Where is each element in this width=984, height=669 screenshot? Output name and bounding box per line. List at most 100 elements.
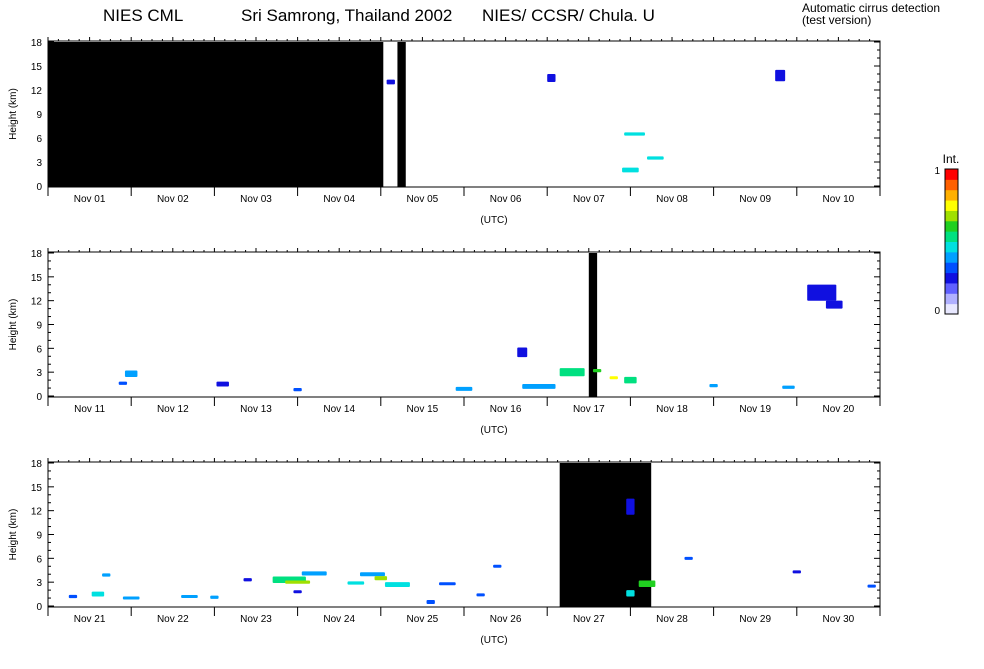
panel-3-signal-patch-12 (360, 572, 385, 577)
panel-2-ytick-label-0: 0 (36, 392, 42, 403)
panel-1-xtick-label-7: Nov 07 (573, 194, 605, 205)
header-institute: NIES CML (103, 6, 184, 25)
panel-3-signal-patch-3 (102, 573, 111, 577)
panel-1-signal-patch-2 (547, 73, 556, 83)
panel-2-signal-patch-12 (709, 384, 718, 388)
colorbar-segment-14 (945, 169, 958, 180)
colorbar-title: Int. (943, 152, 960, 166)
panel-2-ylabel: Height (km) (8, 299, 19, 351)
panel-3-xtick-label-3: Nov 23 (240, 614, 272, 625)
panel-2-no-data-block-1 (588, 253, 598, 397)
panel-3-signal-patch-6 (210, 595, 219, 599)
panel-3-ytick-label-18: 18 (31, 459, 43, 470)
panel-2-xtick-label-4: Nov 14 (323, 404, 355, 415)
detection-note-line1: Automatic cirrus detection (802, 1, 941, 15)
colorbar-segment-2 (945, 293, 958, 305)
panel-3-signal-patch-19 (476, 593, 485, 597)
panel-3-ytick-label-9: 9 (36, 531, 42, 542)
panel-3-signal-patch-17 (439, 582, 456, 586)
panel-1-signal-patch-4 (622, 167, 639, 173)
panel-3-signal-patch-9 (285, 580, 311, 584)
panel-2-signal-patch-6 (522, 384, 556, 389)
panel-1-xtick-label-4: Nov 04 (323, 194, 355, 205)
panel-2-signal-patch-8 (559, 368, 585, 377)
panel-2-xlabel: (UTC) (480, 425, 507, 436)
panel-2-signal-patch-15 (825, 300, 843, 309)
panel-1-xtick-label-8: Nov 08 (656, 194, 688, 205)
panel-2-ytick-label-9: 9 (36, 321, 42, 332)
panel-2-xtick-label-9: Nov 19 (739, 404, 771, 415)
panel-2-xtick-label-8: Nov 18 (656, 404, 688, 415)
panel-3-ytick-label-6: 6 (36, 554, 42, 565)
panel-3-signal-patch-2 (91, 591, 105, 597)
panel-2-ytick-label-18: 18 (31, 249, 43, 260)
panel-3-xtick-label-9: Nov 29 (739, 614, 771, 625)
panel-3-xtick-label-2: Nov 22 (157, 614, 189, 625)
colorbar-min-label: 0 (934, 306, 940, 317)
panel-3-xtick-label-1: Nov 21 (74, 614, 106, 625)
panel-1-ytick-label-0: 0 (36, 182, 42, 193)
panel-3-xtick-label-8: Nov 28 (656, 614, 688, 625)
panel-1-ytick-label-3: 3 (36, 158, 42, 169)
panel-3-signal-patch-24 (792, 570, 801, 574)
panel-1-no-data-block-1 (48, 42, 384, 187)
panel-2-signal-patch-5 (455, 386, 473, 391)
panel-3-signal-patch-10 (301, 571, 327, 576)
panel-2-signal-patch-11 (624, 376, 637, 384)
header-site-year: Sri Samrong, Thailand 2002 (241, 6, 453, 25)
panel-2-signal-patch-9 (592, 368, 602, 373)
panel-3-signal-patch-4 (122, 596, 140, 600)
panel-3-signal-patch-15 (293, 590, 302, 594)
panel-3-signal-patch-20 (626, 498, 635, 515)
panel-3-no-data-block-1 (559, 463, 652, 607)
panel-2-signal-patch-14 (807, 284, 837, 301)
colorbar-segment-9 (945, 220, 958, 232)
colorbar-frame (944, 168, 959, 315)
panel-2-xtick-label-2: Nov 12 (157, 404, 189, 415)
panel-1-xtick-label-2: Nov 02 (157, 194, 189, 205)
panel-3-xlabel: (UTC) (480, 635, 507, 646)
colorbar-segment-4 (945, 272, 958, 284)
panel-2-signal-patch-10 (609, 376, 618, 380)
panel-3-xtick-label-4: Nov 24 (323, 614, 355, 625)
detection-note: Automatic cirrus detection (test version… (802, 2, 940, 26)
colorbar-segment-10 (945, 210, 958, 222)
panel-2-ytick-label-6: 6 (36, 344, 42, 355)
panel-2-signal-patch-7 (517, 347, 528, 358)
panel-3-ytick-label-0: 0 (36, 602, 42, 613)
panel-2-xtick-label-6: Nov 16 (490, 404, 522, 415)
panel-1-signal-patch-6 (775, 69, 786, 82)
panel-1-signal-patch-5 (647, 156, 664, 160)
panel-2-signal-patch-13 (782, 385, 795, 389)
panel-3-xtick-label-6: Nov 26 (490, 614, 522, 625)
panel-3-signal-patch-25 (867, 584, 876, 588)
panel-1-xtick-label-1: Nov 01 (74, 194, 106, 205)
panel-3-signal-patch-14 (384, 582, 410, 587)
panel-3-signal-patch-11 (347, 581, 365, 585)
panel-3-ytick-label-15: 15 (31, 483, 43, 494)
panel-3-xtick-label-5: Nov 25 (407, 614, 439, 625)
panel-1-ytick-label-9: 9 (36, 110, 42, 121)
panel-3-signal-patch-21 (638, 580, 656, 587)
colorbar-segment-13 (945, 179, 958, 191)
panel-2-xtick-label-3: Nov 13 (240, 404, 272, 415)
detection-note-line2: (test version) (802, 13, 872, 27)
panel-3-ytick-label-12: 12 (31, 507, 43, 518)
panel-2-signal-patch-4 (293, 388, 302, 392)
panel-3-signal-patch-5 (181, 594, 198, 598)
panel-1-xtick-label-5: Nov 05 (407, 194, 439, 205)
panel-2-ytick-label-3: 3 (36, 368, 42, 379)
panel-1-xtick-label-9: Nov 09 (739, 194, 771, 205)
panel-2-ytick-label-12: 12 (31, 297, 43, 308)
colorbar-segment-7 (945, 241, 958, 253)
panel-2-signal-patch-3 (216, 381, 229, 387)
panel-3-ytick-label-3: 3 (36, 578, 42, 589)
panel-2-xtick-label-10: Nov 20 (823, 404, 855, 415)
panel-2-signal-patch-2 (118, 381, 128, 385)
panel-1-xlabel: (UTC) (480, 215, 507, 226)
panel-3-signal-patch-1 (68, 594, 78, 599)
panel-3-ylabel: Height (km) (8, 509, 19, 561)
colorbar-segment-6 (945, 251, 958, 263)
panel-3-signal-patch-16 (426, 600, 435, 605)
